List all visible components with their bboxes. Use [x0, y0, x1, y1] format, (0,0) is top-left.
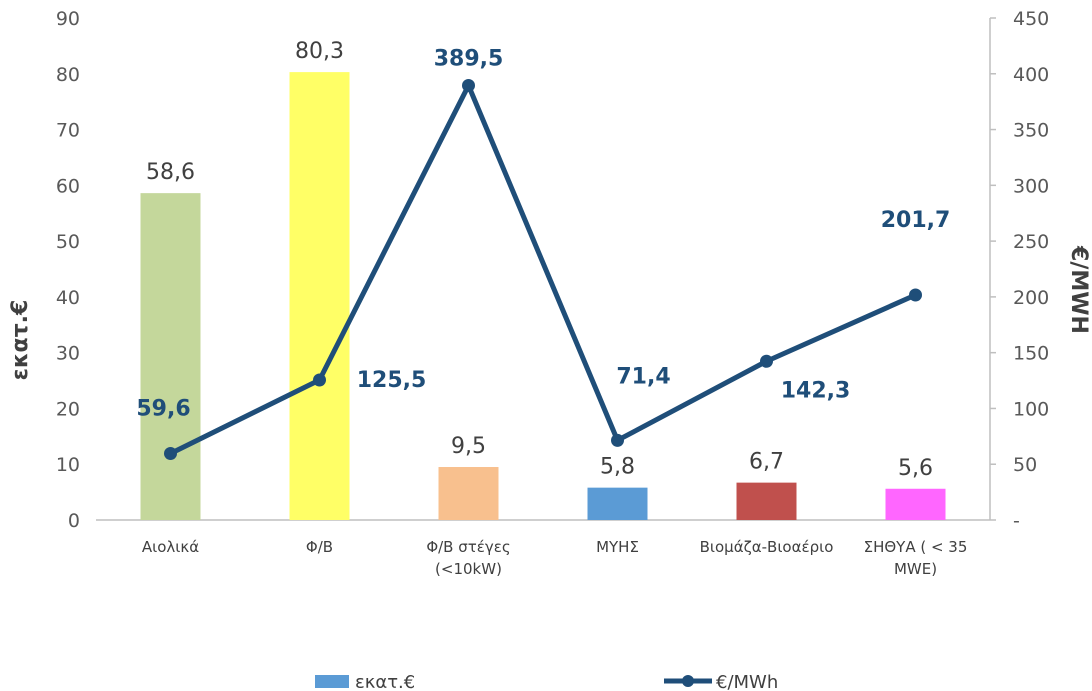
line-value-label: 389,5 [434, 46, 504, 71]
line-series [164, 78, 922, 461]
right-tick-label: - [1013, 510, 1020, 532]
category-label: Αιολικά [142, 538, 199, 556]
line-value-label: 142,3 [781, 378, 851, 403]
bar-value-label: 5,6 [898, 456, 933, 481]
bar [885, 488, 946, 520]
bar-value-label: 80,3 [295, 39, 344, 64]
right-tick-label: 200 [1013, 287, 1049, 309]
line-path [169, 82, 917, 456]
legend-line-label: €/MWh [716, 672, 778, 691]
category-label: Φ/Β στέγες (<10kW) [426, 538, 510, 578]
right-tick-label: 350 [1013, 120, 1049, 142]
bar [289, 72, 350, 521]
category-label-line: Φ/Β [306, 538, 333, 556]
left-tick-label: 20 [56, 398, 80, 420]
legend-line-marker [682, 675, 694, 687]
category-label-line: (<10kW) [435, 560, 502, 578]
left-tick-label: 70 [56, 120, 80, 142]
line-point [164, 447, 177, 461]
right-axis-title: €/MWH [1066, 245, 1091, 334]
category-label-line: Βιομάζα-Βιοαέριο [700, 538, 834, 556]
right-tick-label: 450 [1013, 8, 1049, 30]
left-tick-label: 80 [56, 64, 80, 86]
line-point [611, 433, 624, 447]
line-value-label: 125,5 [357, 368, 427, 393]
bar-series [140, 72, 946, 521]
line-point [760, 354, 773, 368]
axes [96, 18, 991, 521]
line-value-label: 59,6 [136, 397, 190, 422]
line-value-label: 71,4 [616, 364, 670, 389]
left-tick-label: 50 [56, 231, 80, 253]
bar-value-label: 9,5 [451, 434, 486, 459]
category-labels: Αιολικά Φ/Β Φ/Β στέγες (<10kW) ΜΥΗΣ Βιομάζα-Β… [142, 538, 968, 578]
legend-bar-swatch [315, 675, 349, 688]
legend: εκατ.€ €/MWh [315, 672, 778, 691]
category-label-line: ΜΥΗΣ [596, 538, 639, 556]
right-tick-label: 300 [1013, 175, 1049, 197]
bar [587, 487, 648, 520]
category-label-line: MWE) [894, 560, 937, 578]
line-value-label: 201,7 [881, 208, 951, 233]
line-point [462, 78, 475, 92]
category-label: Φ/Β [306, 538, 333, 556]
left-tick-label: 60 [56, 175, 80, 197]
right-tick-label: 50 [1013, 454, 1037, 476]
category-label-line: Αιολικά [142, 538, 199, 556]
category-label: Βιομάζα-Βιοαέριο [700, 538, 834, 556]
bar-value-label: 6,7 [749, 450, 784, 475]
right-tick-label: 250 [1013, 231, 1049, 253]
legend-bar-label: εκατ.€ [355, 672, 415, 691]
bar [438, 467, 499, 520]
line-point [313, 373, 326, 387]
right-tick-label: 150 [1013, 343, 1049, 365]
category-label-line: Φ/Β στέγες [426, 538, 510, 556]
line-point [909, 288, 922, 302]
right-tick-label: 100 [1013, 398, 1049, 420]
left-tick-label: 0 [68, 510, 80, 532]
category-label: ΣΗΘΥΑ ( < 35 MWE) [864, 538, 968, 578]
right-tick-label: 400 [1013, 64, 1049, 86]
bar [140, 193, 201, 521]
category-label-line: ΣΗΘΥΑ ( < 35 [864, 538, 968, 556]
bar-value-label: 58,6 [146, 160, 195, 185]
left-tick-label: 90 [56, 8, 80, 30]
bar [736, 482, 797, 520]
left-tick-label: 30 [56, 343, 80, 365]
left-tick-label: 40 [56, 287, 80, 309]
left-axis-ticks: 0 10 20 30 40 50 60 70 80 90 [56, 8, 80, 532]
left-tick-label: 10 [56, 454, 80, 476]
bar-value-label: 5,8 [600, 455, 635, 480]
data-labels: 58,6 80,3 9,5 5,8 6,7 5,6 59,6 125,5 389,5 71,4 14… [136, 39, 950, 481]
left-axis-title: εκατ.€ [8, 300, 33, 381]
right-axis-ticks: - 50 100 150 200 250 300 350 400 450 [990, 8, 1049, 532]
category-label: ΜΥΗΣ [596, 538, 639, 556]
